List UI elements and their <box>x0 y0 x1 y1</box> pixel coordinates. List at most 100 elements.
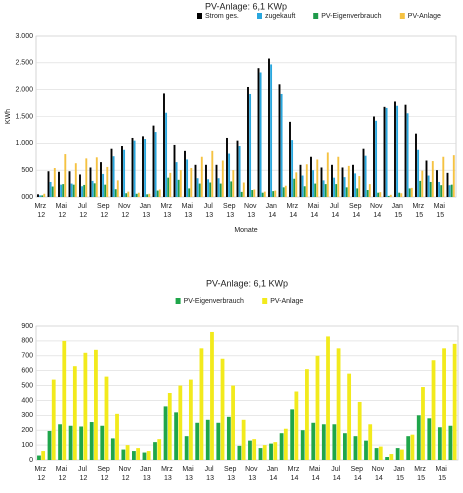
bar <box>51 379 56 460</box>
bar <box>37 194 39 197</box>
bar <box>112 156 115 197</box>
bar <box>85 158 88 197</box>
bar <box>300 430 305 460</box>
x-tick-label: Nov 13 <box>245 466 259 482</box>
bar <box>368 424 373 460</box>
bar <box>144 139 147 197</box>
bar <box>158 189 161 197</box>
bar <box>452 343 457 460</box>
bar <box>295 172 298 197</box>
bar <box>332 424 337 460</box>
x-tick-label: Jan 15 <box>393 466 406 482</box>
legend-label: PV-Eigenverbrauch <box>321 13 381 20</box>
bar <box>394 101 396 197</box>
bar <box>257 68 260 197</box>
bar <box>375 120 378 197</box>
bar <box>195 422 200 460</box>
bar <box>343 177 346 197</box>
x-tick-label: Mai 15 <box>434 203 447 219</box>
bar <box>43 193 46 197</box>
x-tick-label: Sep 12 <box>97 466 111 482</box>
bar <box>398 192 401 197</box>
bar <box>452 155 455 197</box>
y-axis-label: KWh <box>5 109 12 124</box>
bar <box>64 154 67 197</box>
bar <box>362 148 365 197</box>
legend-label: Strom ges. <box>205 13 239 20</box>
bar <box>248 440 252 460</box>
bar <box>273 442 278 460</box>
x-tick-label: Jul 12 <box>78 466 89 482</box>
bar <box>320 167 323 197</box>
bar <box>68 425 73 460</box>
bar <box>146 451 151 460</box>
bar <box>207 179 210 197</box>
x-tick-label: Mrz 13 <box>161 466 175 482</box>
bar <box>163 406 168 460</box>
bar <box>366 190 369 197</box>
x-tick-label: Nov 12 <box>118 203 132 219</box>
bar <box>219 183 222 197</box>
x-tick-label: Mrz 13 <box>160 203 174 219</box>
bar <box>186 159 189 197</box>
bar <box>132 451 136 460</box>
legend-label: zugekauft <box>265 13 295 20</box>
y-tick-label: 3.000 <box>15 33 33 40</box>
y-tick-label: 100 <box>21 442 33 449</box>
bar <box>104 184 107 197</box>
y-tick-label: 000 <box>21 194 33 201</box>
legend-swatch <box>262 298 268 304</box>
x-tick-label: Mai 12 <box>56 466 69 482</box>
chart-title: PV-Anlage: 6,1 KWp <box>206 278 288 288</box>
bar <box>427 418 432 460</box>
bar <box>165 112 168 197</box>
bar <box>283 428 288 460</box>
bar <box>353 436 358 460</box>
bar <box>216 422 221 460</box>
bar <box>337 156 340 197</box>
bar <box>72 184 75 197</box>
bar <box>169 172 172 197</box>
x-tick-label: Mai 15 <box>436 466 449 482</box>
bar <box>104 376 109 460</box>
y-tick-label: 300 <box>21 412 33 419</box>
bar <box>110 148 113 197</box>
bar <box>436 170 438 197</box>
bar <box>142 136 144 197</box>
bar <box>184 436 189 460</box>
x-tick-label: Mai 14 <box>308 203 321 219</box>
bar <box>324 184 327 197</box>
bar <box>100 162 102 197</box>
bar <box>37 455 41 460</box>
bar <box>173 144 176 197</box>
x-tick-label: Jul 14 <box>330 203 341 219</box>
bar <box>272 191 275 197</box>
y-tick-label: 500 <box>21 167 33 174</box>
bar <box>438 181 441 197</box>
x-tick-label: Sep 12 <box>97 203 111 219</box>
bar <box>211 150 214 197</box>
bar <box>70 183 73 197</box>
bar <box>123 149 126 197</box>
bar <box>240 191 243 197</box>
bar <box>136 448 141 460</box>
bar <box>153 442 157 460</box>
bar <box>395 448 400 460</box>
bar <box>389 194 392 197</box>
bar <box>68 171 71 197</box>
bar <box>184 150 186 197</box>
bar <box>74 163 77 197</box>
y-tick-label: 1.000 <box>15 140 33 147</box>
bar <box>357 401 362 460</box>
bar <box>241 419 246 460</box>
bar <box>121 449 126 460</box>
bar <box>421 170 424 197</box>
y-tick-label: 2.000 <box>15 87 33 94</box>
bar <box>251 190 254 197</box>
bar <box>146 194 149 197</box>
bar <box>358 176 361 197</box>
x-tick-label: Mrz 12 <box>34 203 48 219</box>
bar <box>314 183 317 197</box>
bar <box>299 164 302 197</box>
bar <box>62 184 65 197</box>
